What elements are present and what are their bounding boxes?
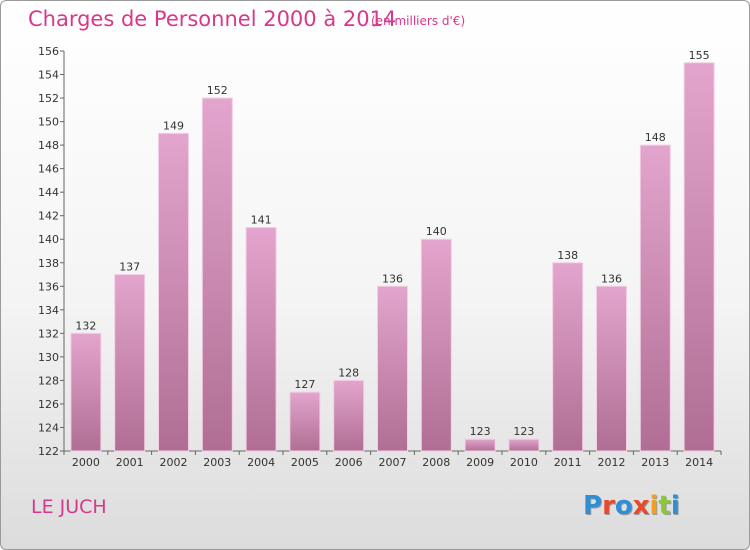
y-tick-label: 140 [38,233,59,246]
x-tick-label-2004: 2004 [247,456,275,469]
y-tick-label: 154 [38,69,59,82]
value-label-2008: 140 [426,225,447,238]
x-tick-label-2001: 2001 [116,456,144,469]
value-label-2012: 136 [601,272,622,285]
y-tick-label: 130 [38,351,59,364]
bar-2009 [464,438,496,452]
bar-2000 [70,332,102,452]
bar-2001 [114,274,146,452]
value-label-2002: 149 [163,119,184,132]
x-tick-label-2013: 2013 [641,456,669,469]
y-tick-label: 128 [38,374,59,387]
y-tick-label: 150 [38,116,59,129]
bar-2002 [158,132,189,452]
value-label-2004: 141 [251,213,272,226]
bar-2006 [333,379,365,452]
bar-2003 [201,97,233,452]
value-label-2003: 152 [207,84,228,97]
x-tick-label-2010: 2010 [510,456,538,469]
bar-2011 [552,262,584,452]
value-label-2013: 148 [645,131,666,144]
y-tick-label: 124 [38,421,59,434]
x-tick-label-2008: 2008 [422,456,450,469]
x-tick-label-2002: 2002 [160,456,188,469]
x-tick-label-2003: 2003 [203,456,231,469]
value-label-2001: 137 [119,261,140,274]
bar-2014 [683,62,715,452]
value-label-2000: 132 [75,319,96,332]
value-label-2011: 138 [557,249,578,262]
y-tick-label: 148 [38,139,59,152]
value-label-2007: 136 [382,272,403,285]
value-label-2005: 127 [294,378,315,391]
y-tick-label: 156 [38,45,59,58]
x-tick-label-2012: 2012 [598,456,626,469]
y-tick-label: 144 [38,186,59,199]
value-label-2009: 123 [470,425,491,438]
bar-2008 [420,238,452,452]
x-tick-label-2006: 2006 [335,456,363,469]
y-tick-label: 152 [38,92,59,105]
x-tick-label-2007: 2007 [379,456,407,469]
bar-2007 [377,285,408,452]
y-tick-label: 146 [38,163,59,176]
x-tick-label-2014: 2014 [685,456,713,469]
y-tick-label: 122 [38,445,59,458]
chart-subtitle: (en milliers d'€) [371,14,466,28]
chart-title: Charges de Personnel 2000 à 2014 [28,7,397,31]
bar-2012 [596,285,627,452]
y-tick-label: 136 [38,280,59,293]
y-tick-label: 142 [38,210,59,223]
value-label-2014: 155 [689,49,710,62]
bar-2005 [289,391,321,452]
bar-2013 [639,144,671,452]
y-tick-label: 134 [38,304,59,317]
value-label-2006: 128 [338,366,359,379]
x-tick-label-2005: 2005 [291,456,319,469]
x-tick-label-2000: 2000 [72,456,100,469]
bar-2004 [245,226,277,452]
y-tick-label: 132 [38,327,59,340]
commune-name: LE JUCH [31,496,107,518]
bar-2010 [508,438,540,452]
proxiti-logo[interactable]: Proxiti [583,491,680,521]
x-tick-label-2011: 2011 [554,456,582,469]
y-tick-label: 138 [38,257,59,270]
value-label-2010: 123 [513,425,534,438]
y-tick-label: 126 [38,398,59,411]
x-tick-label-2009: 2009 [466,456,494,469]
